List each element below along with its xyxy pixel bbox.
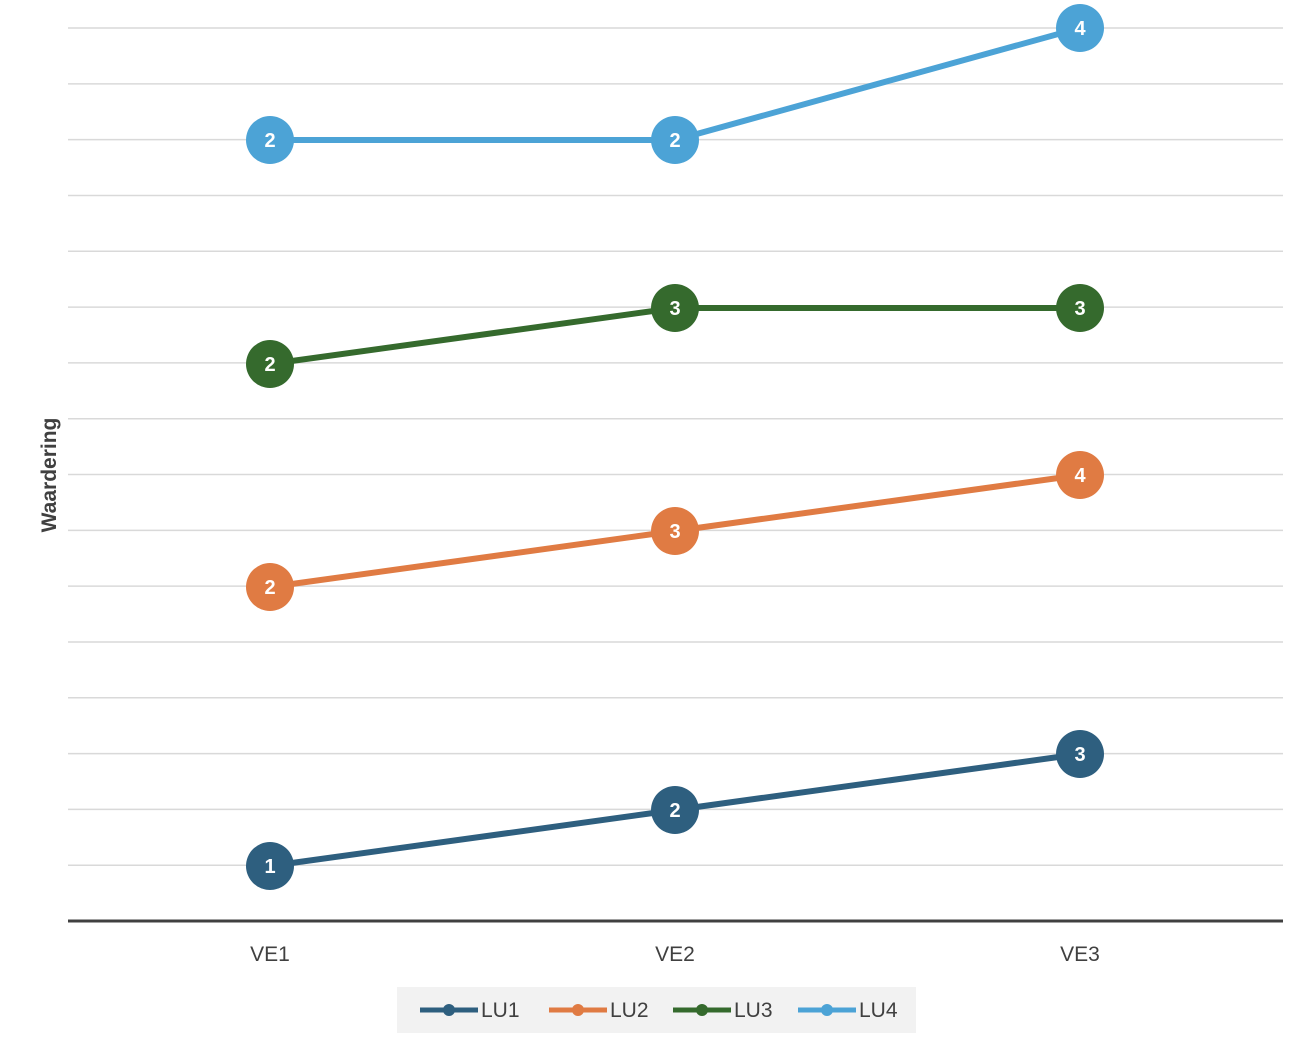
x-tick-label: VE2 (655, 943, 695, 966)
data-label: 2 (669, 130, 680, 152)
legend-label: LU3 (734, 999, 773, 1022)
data-point-marker (1056, 451, 1104, 499)
data-point-marker (651, 786, 699, 834)
legend-marker-swatch (821, 1004, 833, 1016)
legend-marker-swatch (696, 1004, 708, 1016)
legend-item-lu2: LU2 (549, 999, 649, 1022)
x-tick-label: VE3 (1060, 943, 1100, 966)
data-point-marker (651, 116, 699, 164)
data-label: 3 (1074, 298, 1085, 320)
data-label: 3 (1074, 744, 1085, 766)
data-label: 4 (1074, 18, 1086, 40)
data-label: 3 (669, 521, 680, 543)
data-label: 2 (264, 130, 275, 152)
data-label: 1 (264, 856, 275, 878)
data-point-marker (246, 563, 294, 611)
legend: LU1 LU2 LU3 LU4 (397, 987, 916, 1033)
data-label: 2 (264, 577, 275, 599)
data-point-marker (651, 507, 699, 555)
data-label: 2 (669, 800, 680, 822)
data-point-marker (246, 340, 294, 388)
data-point-marker (246, 116, 294, 164)
legend-item-lu3: LU3 (673, 999, 773, 1022)
y-axis-title: Waardering (38, 418, 61, 533)
x-tick-label: VE1 (250, 943, 290, 966)
legend-marker-swatch (443, 1004, 455, 1016)
data-point-marker (246, 842, 294, 890)
legend-item-lu1: LU1 (420, 999, 520, 1022)
data-point-marker (1056, 4, 1104, 52)
data-point-marker (651, 284, 699, 332)
legend-label: LU4 (859, 999, 898, 1022)
data-label: 2 (264, 354, 275, 376)
data-point-marker (1056, 284, 1104, 332)
legend-item-lu4: LU4 (798, 999, 898, 1022)
data-label: 4 (1074, 465, 1086, 487)
legend-marker-swatch (572, 1004, 584, 1016)
series-markers: 1 2 3 2 3 4 2 3 3 2 2 4 (246, 4, 1104, 890)
x-axis-tick-labels: VE1 VE2 VE3 (250, 943, 1100, 966)
data-label: 3 (669, 298, 680, 320)
legend-label: LU2 (610, 999, 649, 1022)
legend-label: LU1 (481, 999, 520, 1022)
data-point-marker (1056, 730, 1104, 778)
